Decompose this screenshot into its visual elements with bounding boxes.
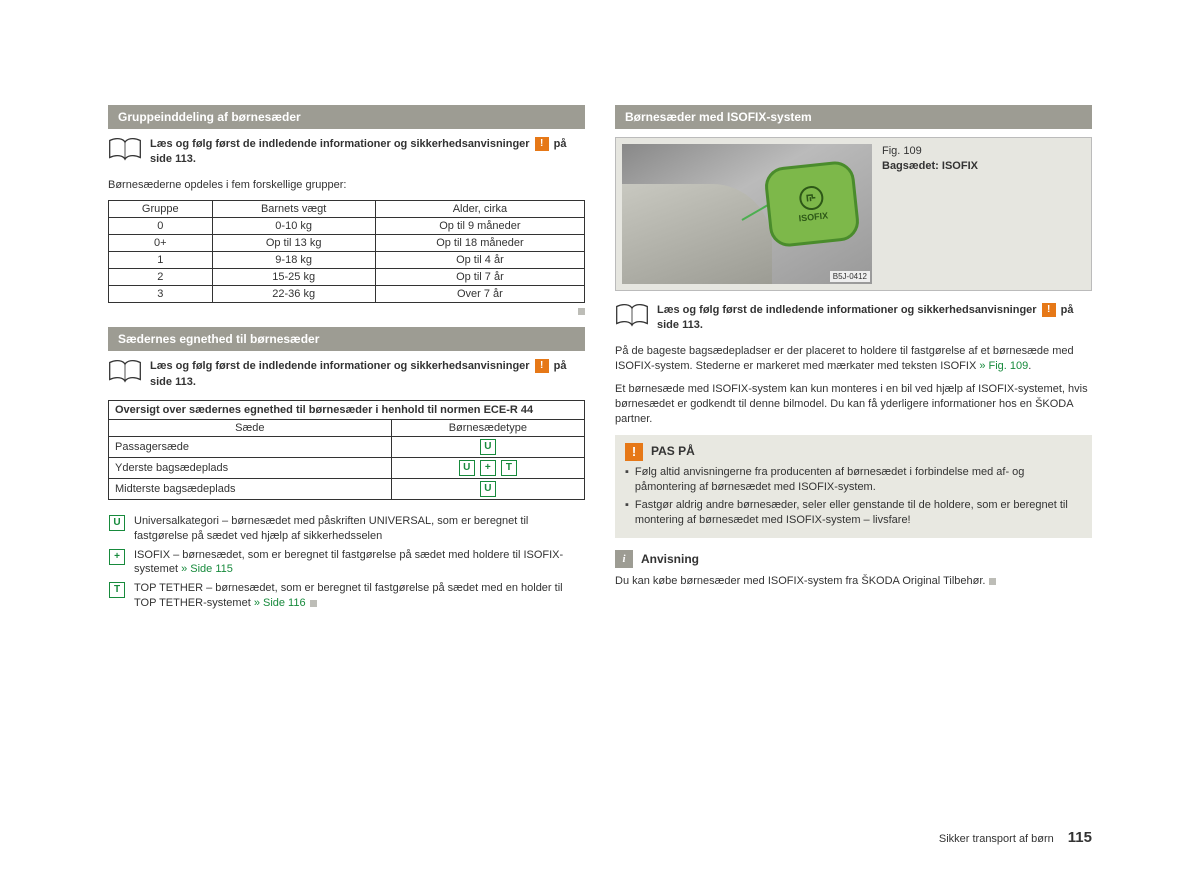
attention-bullet-1: Følg altid anvisningerne fra producenten… (625, 465, 1082, 496)
attention-bullet-2: Fastgør aldrig andre børnesæder, seler e… (625, 498, 1082, 529)
book-icon (108, 137, 142, 166)
th-group: Gruppe (109, 201, 213, 218)
tag-t: T (501, 460, 517, 476)
end-square-icon (310, 600, 317, 607)
section-header-groups: Gruppeinddeling af børnesæder (108, 105, 585, 129)
th-seat: Sæde (109, 419, 392, 436)
th-seattype: Børnesædetype (391, 419, 584, 436)
tag-u: U (109, 515, 125, 531)
figure-number: Fig. 109 (882, 144, 978, 159)
info-icon: i (615, 550, 633, 568)
intro-note-2: Læs og følg først de indledende informat… (108, 359, 585, 390)
anvisning-title: Anvisning (641, 552, 699, 566)
suitability-table-caption: Oversigt over sædernes egnethed til børn… (108, 400, 585, 419)
attention-title: PAS PÅ (651, 443, 695, 460)
suitability-table: Sæde Børnesædetype Passagersæde U Yderst… (108, 419, 585, 500)
figure-caption: Fig. 109 Bagsædet: ISOFIX (882, 144, 978, 284)
end-square-icon (989, 578, 996, 585)
figure-109: ISOFIX B5J-0412 Fig. 109 Bagsædet: ISOFI… (615, 137, 1092, 291)
tag-t: T (109, 582, 125, 598)
table-row: 0+Op til 13 kgOp til 18 måneder (109, 235, 585, 252)
tag-u: U (480, 439, 496, 455)
legend-universal: U Universalkategori – børnesædet med pås… (108, 514, 585, 544)
intro-text-prefix: Læs og følg først de indledende informat… (150, 360, 533, 372)
groups-intro-text: Børnesæderne opdeles i fem forskellige g… (108, 178, 585, 193)
link-fig-109[interactable]: » Fig. 109 (979, 360, 1028, 372)
page-footer: Sikker transport af børn 115 (939, 829, 1092, 846)
legend-text: Universalkategori – børnesædet med påskr… (134, 514, 585, 544)
th-weight: Barnets vægt (212, 201, 375, 218)
image-code: B5J-0412 (830, 271, 870, 282)
anvisning-text: Du kan købe børnesæder med ISOFIX-system… (615, 574, 1092, 589)
page-number: 115 (1068, 829, 1092, 846)
paragraph-holders: På de bageste bagsædepladser er der plac… (615, 344, 1092, 375)
intro-note-1: Læs og følg først de indledende informat… (108, 137, 585, 168)
section-header-suitability: Sædernes egnethed til børnesæder (108, 327, 585, 351)
isofix-icon (798, 185, 824, 211)
table-row: 322-36 kgOver 7 år (109, 286, 585, 303)
table-row: 00-10 kgOp til 9 måneder (109, 218, 585, 235)
table-row: 215-25 kgOp til 7 år (109, 269, 585, 286)
isofix-label: ISOFIX (798, 210, 828, 223)
intro-text-prefix: Læs og følg først de indledende informat… (150, 138, 533, 150)
legend-text: TOP TETHER – børnesædet, som er beregnet… (134, 582, 563, 609)
end-square-icon (578, 308, 585, 315)
book-icon (108, 359, 142, 388)
intro-text-prefix: Læs og følg først de indledende informat… (657, 304, 1040, 316)
table-row: Midterste bagsædeplads U (109, 478, 585, 499)
table-row: Passagersæde U (109, 436, 585, 457)
th-age: Alder, cirka (375, 201, 584, 218)
intro-note-3: Læs og følg først de indledende informat… (615, 303, 1092, 334)
warning-icon: ! (535, 137, 549, 151)
warning-icon: ! (535, 359, 549, 373)
legend-toptether: T TOP TETHER – børnesædet, som er beregn… (108, 581, 585, 611)
left-column: Gruppeinddeling af børnesæder Læs og føl… (108, 105, 585, 615)
isofix-callout: ISOFIX (763, 160, 861, 249)
table-row: Yderste bagsædeplads U + T (109, 457, 585, 478)
link-side-116[interactable]: » Side 116 (254, 597, 306, 609)
anvisning-header: i Anvisning (615, 550, 1092, 568)
right-column: Børnesæder med ISOFIX-system ISOFIX B5J-… (615, 105, 1092, 615)
tag-u: U (480, 481, 496, 497)
warning-icon: ! (1042, 303, 1056, 317)
warning-icon: ! (625, 443, 643, 461)
attention-box: ! PAS PÅ Følg altid anvisningerne fra pr… (615, 435, 1092, 539)
table-row: 19-18 kgOp til 4 år (109, 252, 585, 269)
groups-table: Gruppe Barnets vægt Alder, cirka 00-10 k… (108, 200, 585, 303)
legend-isofix: + ISOFIX – børnesædet, som er beregnet t… (108, 548, 585, 578)
link-side-115[interactable]: » Side 115 (181, 563, 233, 575)
figure-image: ISOFIX B5J-0412 (622, 144, 872, 284)
tag-plus: + (109, 549, 125, 565)
tag-u: U (459, 460, 475, 476)
figure-caption-text: Bagsædet: ISOFIX (882, 160, 978, 172)
book-icon (615, 303, 649, 332)
paragraph-mounting: Et børnesæde med ISOFIX-system kan kun m… (615, 382, 1092, 428)
section-header-isofix: Børnesæder med ISOFIX-system (615, 105, 1092, 129)
tag-plus: + (480, 460, 496, 476)
footer-section: Sikker transport af børn (939, 833, 1054, 845)
